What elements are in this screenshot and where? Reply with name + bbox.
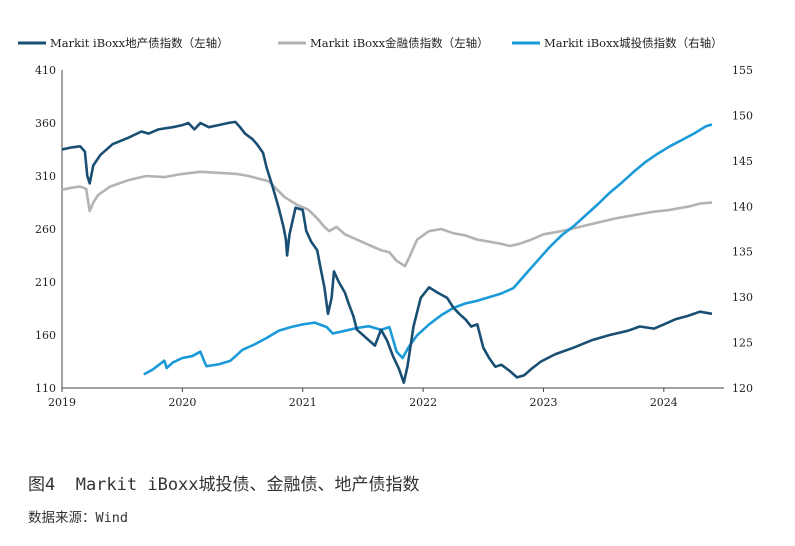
y-right-tick-label: 155 (732, 64, 753, 77)
legend-label-lgfv: Markit iBoxx城投债指数（右轴） (544, 36, 723, 50)
y-left-tick-label: 360 (35, 117, 56, 130)
y-left-tick-label: 260 (35, 223, 56, 236)
series-line-lgfv (143, 123, 713, 376)
series-line-property (61, 120, 713, 384)
y-left-tick-label: 410 (35, 64, 56, 77)
x-tick-label: 2022 (409, 396, 437, 409)
x-tick-label: 2024 (650, 396, 678, 409)
series-layer (61, 120, 713, 384)
x-tick-label: 2020 (168, 396, 196, 409)
series-line-financial (61, 170, 713, 268)
legend: Markit iBoxx地产债指数（左轴） Markit iBoxx金融债指数（… (18, 36, 723, 50)
figure-caption: 图4 Markit iBoxx城投债、金融债、地产债指数 (28, 475, 420, 495)
legend-label-property: Markit iBoxx地产债指数（左轴） (50, 36, 229, 50)
x-tick-label: 2023 (529, 396, 557, 409)
chart: Markit iBoxx地产债指数（左轴） Markit iBoxx金融债指数（… (18, 36, 753, 409)
y-right-tick-label: 140 (732, 200, 753, 213)
y-right-tick-label: 145 (732, 155, 753, 168)
figure-source: 数据来源：Wind (28, 510, 129, 526)
y-left-tick-label: 110 (35, 382, 56, 395)
y-right-tick-label: 125 (732, 337, 753, 350)
y-right-tick-label: 150 (732, 109, 753, 122)
x-ticks: 2019 2020 2021 2022 2023 2024 (48, 396, 678, 409)
x-tick-label: 2019 (48, 396, 76, 409)
y-right-tick-label: 135 (732, 246, 753, 259)
x-tick-label: 2021 (289, 396, 317, 409)
y-left-tick-label: 160 (35, 329, 56, 342)
legend-label-financial: Markit iBoxx金融债指数（左轴） (310, 36, 489, 50)
y-right-tick-label: 120 (732, 382, 753, 395)
y-right-ticks: 155 150 145 140 135 130 125 120 (732, 64, 753, 395)
y-left-ticks: 410 360 310 260 210 160 110 (35, 64, 56, 395)
y-right-tick-label: 130 (732, 291, 753, 304)
y-left-tick-label: 210 (35, 276, 56, 289)
y-left-tick-label: 310 (35, 170, 56, 183)
